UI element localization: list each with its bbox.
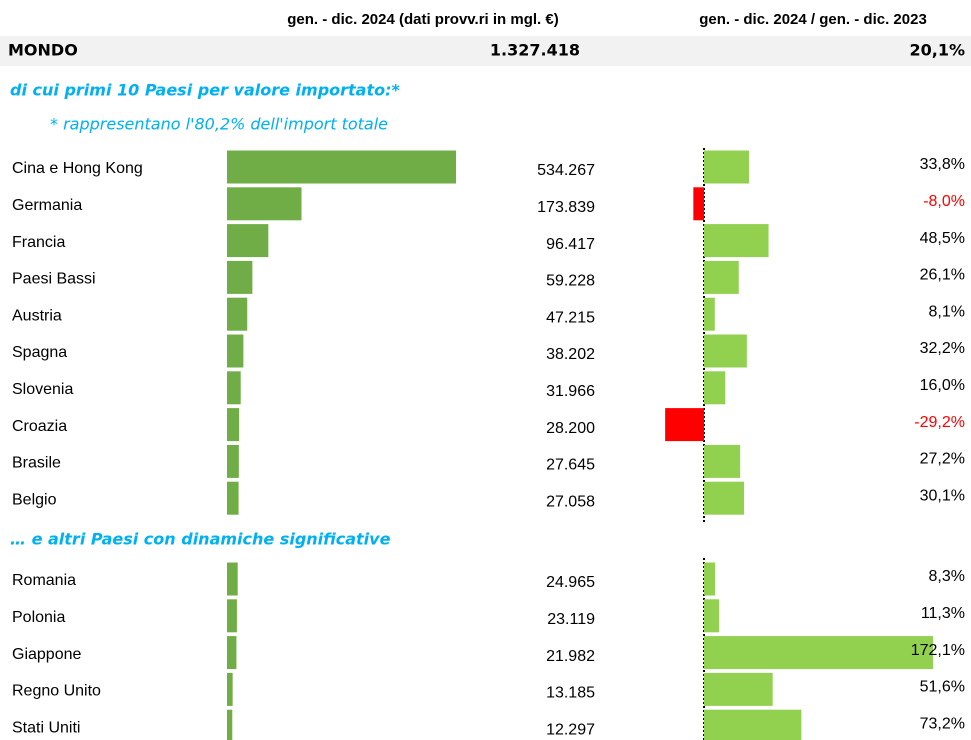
change-bar xyxy=(704,636,933,670)
change-bar xyxy=(704,260,739,294)
value-bar xyxy=(227,636,237,670)
change-label: -29,2% xyxy=(914,414,965,431)
country-name: Spagna xyxy=(12,344,67,361)
value-bar xyxy=(227,224,269,258)
value-bar xyxy=(227,150,456,184)
change-label: 8,1% xyxy=(929,303,965,320)
change-bar xyxy=(693,187,704,221)
change-label: 73,2% xyxy=(920,715,965,732)
country-name: Austria xyxy=(12,307,62,324)
change-label: 172,1% xyxy=(911,642,965,659)
change-label: 33,8% xyxy=(920,156,965,173)
world-change: 20,1% xyxy=(909,41,965,60)
value-bar xyxy=(227,334,244,368)
world-row-bg xyxy=(0,36,971,66)
country-name: Slovenia xyxy=(12,381,73,398)
change-label: 8,3% xyxy=(929,568,965,585)
change-bar xyxy=(704,709,802,740)
value-bar xyxy=(227,599,237,633)
country-name: Belgio xyxy=(12,491,57,508)
value-label: 27.058 xyxy=(546,493,595,510)
change-label: 11,3% xyxy=(921,605,965,622)
change-bar xyxy=(704,481,745,515)
value-label: 59.228 xyxy=(546,273,595,290)
value-bar xyxy=(227,672,233,706)
value-bar xyxy=(227,187,302,221)
change-label: 32,2% xyxy=(920,340,965,357)
world-value: 1.327.418 xyxy=(490,41,580,60)
section-title: di cui primi 10 Paesi per valore importa… xyxy=(10,81,401,100)
value-bar xyxy=(227,297,248,331)
change-bar xyxy=(704,562,716,596)
change-bar xyxy=(704,444,741,478)
country-name: Regno Unito xyxy=(12,683,101,700)
value-label: 23.119 xyxy=(547,611,595,628)
value-bar xyxy=(227,371,241,405)
country-name: Brasile xyxy=(12,455,61,472)
value-label: 27.645 xyxy=(546,457,595,474)
value-label: 28.200 xyxy=(546,420,595,437)
country-name: Stati Uniti xyxy=(12,719,80,736)
country-name: Paesi Bassi xyxy=(12,271,96,288)
change-label: 48,5% xyxy=(920,230,965,247)
country-name: Giappone xyxy=(12,646,81,663)
value-label: 173.839 xyxy=(537,199,595,216)
value-bar xyxy=(227,481,239,515)
change-bar xyxy=(665,408,704,442)
country-name: Romania xyxy=(12,572,76,589)
note: * rappresentano l'80,2% dell'import tota… xyxy=(50,115,388,134)
column-header: gen. - dic. 2024 (dati provv.ri in mgl. … xyxy=(287,11,558,28)
change-bar xyxy=(704,297,715,331)
value-bar xyxy=(227,444,239,478)
change-bar xyxy=(704,599,720,633)
change-bar xyxy=(704,224,769,258)
value-bar xyxy=(227,562,238,596)
change-label: 51,6% xyxy=(920,679,965,696)
value-bar xyxy=(227,709,233,740)
section-title: … e altri Paesi con dinamiche significat… xyxy=(10,530,391,549)
change-label: 16,0% xyxy=(920,377,965,394)
value-label: 31.966 xyxy=(546,383,595,400)
change-bar xyxy=(704,334,747,368)
country-name: Cina e Hong Kong xyxy=(12,160,143,177)
country-name: Germania xyxy=(12,197,82,214)
value-label: 96.417 xyxy=(546,236,595,253)
change-label: 26,1% xyxy=(920,267,965,284)
value-label: 21.982 xyxy=(546,648,595,665)
value-label: 47.215 xyxy=(546,309,595,326)
value-label: 12.297 xyxy=(546,721,595,738)
country-name: Francia xyxy=(12,234,65,251)
value-label: 24.965 xyxy=(546,574,595,591)
change-bar xyxy=(704,672,773,706)
change-bar xyxy=(704,371,726,405)
value-label: 534.267 xyxy=(537,162,595,179)
value-bar xyxy=(227,260,253,294)
country-name: Croazia xyxy=(12,418,67,435)
change-label: 27,2% xyxy=(920,451,965,468)
change-label: -8,0% xyxy=(923,193,965,210)
country-name: Polonia xyxy=(12,609,65,626)
value-label: 13.185 xyxy=(546,685,595,702)
column-header: gen. - dic. 2024 / gen. - dic. 2023 xyxy=(699,11,927,28)
change-bar xyxy=(704,150,749,184)
value-label: 38.202 xyxy=(546,346,595,363)
world-name: MONDO xyxy=(8,41,78,60)
change-label: 30,1% xyxy=(920,487,965,504)
value-bar xyxy=(227,408,240,442)
